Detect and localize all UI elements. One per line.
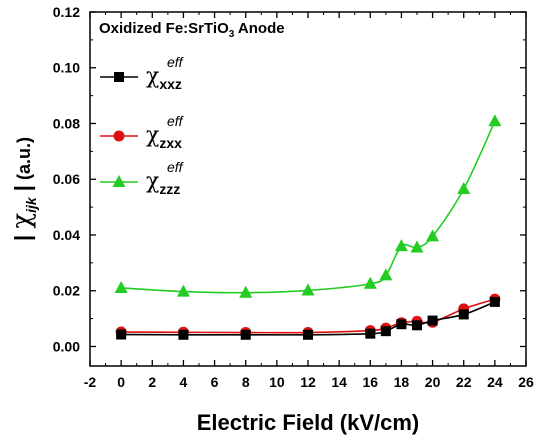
data-point-zzz [394,239,408,252]
y-tick-label: 0.08 [53,115,80,131]
y-tick-label: 0.12 [53,4,80,20]
data-point-zzz [176,284,190,297]
x-tick-labels: -2 0 2 4 6 8 10 12 14 16 18 20 22 24 26 [84,374,534,390]
data-point-xxz [116,329,127,340]
data-point-xxz [240,329,251,340]
x-tick-label: 26 [518,374,534,390]
legend-sup: eff [167,54,185,70]
x-tick-label: 10 [269,374,285,390]
x-tick-label: 6 [211,374,219,390]
x-tick-label: 16 [362,374,378,390]
data-point-zzz [457,182,471,194]
panel-title: Oxidized Fe:SrTiO3 Anode [99,20,285,40]
data-point-xxz [178,329,189,340]
data-point-zzz [379,268,393,281]
x-tick-label: 14 [331,374,347,390]
legend-label: χxxz [146,64,182,92]
svg-text:| χijk | (a.u.): | χijk | (a.u.) [7,137,39,241]
series-xxz [116,296,500,340]
x-axis-title: Electric Field (kV/cm) [197,410,420,435]
data-point-zzz [426,229,440,242]
y-tick-label: 0.02 [53,283,80,299]
data-point-xxz [412,320,422,331]
legend-marker [113,130,125,142]
x-tick-label: 4 [180,374,188,390]
x-tick-label: 24 [487,374,503,390]
data-point-xxz [489,296,500,307]
data-point-zzz [363,276,377,289]
legend-sup: eff [167,159,185,175]
data-point-zzz [114,280,128,293]
data-point-zzz [488,114,502,127]
legend-label: χzxx [146,123,182,151]
plot-frame [89,11,527,367]
y-tick-label: 0.04 [53,227,80,243]
x-tick-label: 8 [242,374,250,390]
data-point-zzz [239,285,253,298]
data-point-zzz [410,240,424,253]
data-point-xxz [365,328,376,339]
data-point-xxz [396,319,407,330]
x-tick-label: 18 [394,374,410,390]
x-tick-label: 0 [117,374,125,390]
data-point-xxz [458,309,469,320]
y-tick-label: 0.06 [53,171,80,187]
x-tick-label: 2 [148,374,156,390]
legend-marker [112,175,126,187]
data-point-xxz [380,326,391,337]
data-point-zzz [301,283,315,296]
x-tick-label: -2 [84,374,97,390]
legend-label: χzzz [146,169,180,197]
legend-sup: eff [167,113,185,129]
x-tick-label: 22 [456,374,472,390]
x-tick-label: 20 [425,374,441,390]
y-tick-label: 0.00 [53,338,80,354]
data-point-xxz [303,329,313,340]
data-point-xxz [427,315,438,326]
y-tick-labels: 0.00 0.02 0.04 0.06 0.08 0.10 0.12 [53,4,80,354]
legend-marker [114,72,124,82]
series-layer [114,114,502,340]
y-tick-label: 0.10 [53,60,80,76]
x-tick-label: 12 [300,374,316,390]
axis-ticks [89,11,527,366]
y-axis-title: | χijk | (a.u.) [7,137,39,241]
series-zzz [114,114,502,298]
